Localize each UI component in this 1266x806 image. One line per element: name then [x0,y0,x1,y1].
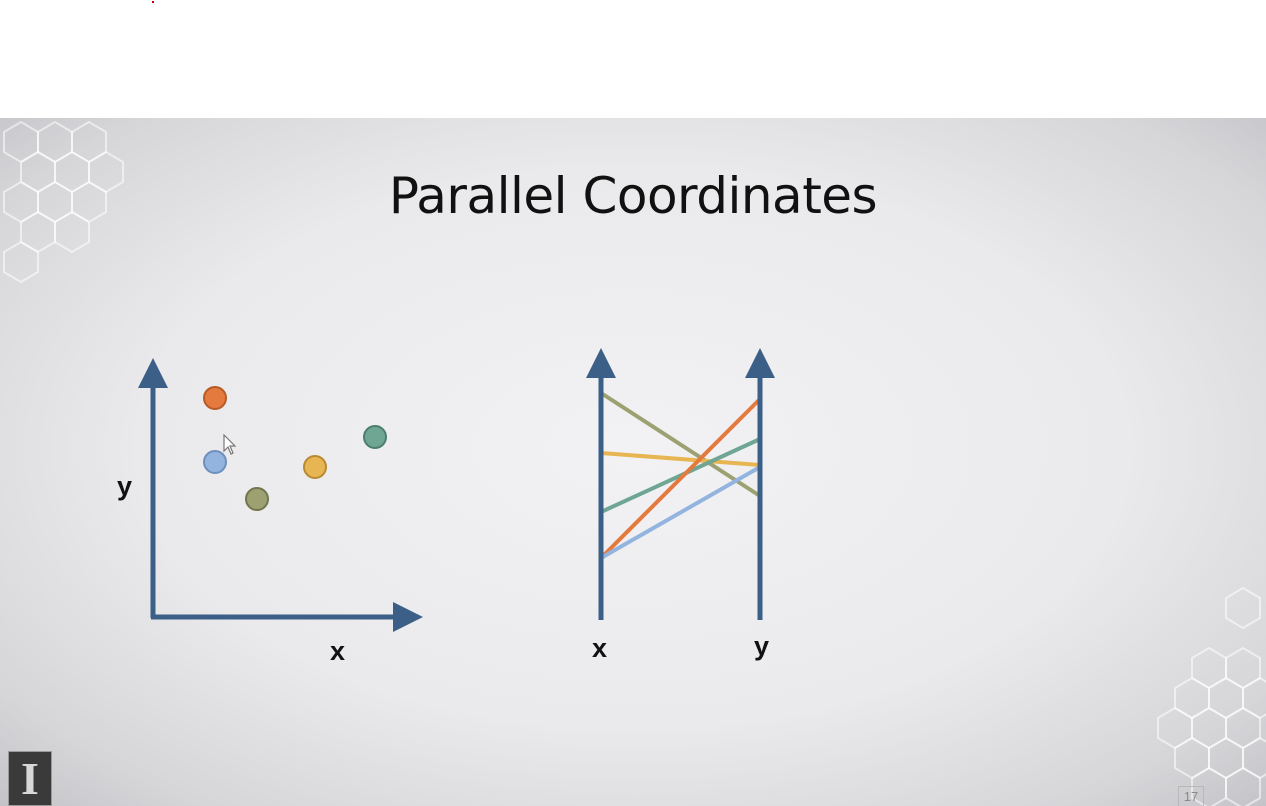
scatter-point-blue [203,450,227,474]
top-blank-area [0,0,1266,118]
university-logo: I [8,751,52,806]
slide-page-number: 17 [1178,786,1204,806]
slide-title: Parallel Coordinates [388,167,878,225]
scatter-x-axis-label: x [330,636,345,666]
parallel-line-teal [600,437,761,514]
scatter-y-axis-label: y [117,471,132,501]
scatter-plot: y x [117,358,423,666]
parallel-line-olive [599,391,762,498]
parallel-x-axis-label: x [592,633,607,663]
parallel-y-axis-label: y [754,631,769,661]
scatter-point-yellow [303,455,327,479]
hexagon-pattern-decoration [3,120,1266,806]
scatter-point-teal [363,425,387,449]
parallel-coordinates-plot: x y [586,348,775,663]
scatter-point-olive [245,487,269,511]
presentation-slide: Parallel Coordinates y x [0,118,1266,806]
diagram-canvas: y x x y [117,348,775,666]
mouse-cursor-icon [223,434,237,455]
scatter-point-orange [203,386,227,410]
red-mark [152,1,154,3]
parallel-line-yellow [600,451,761,467]
parallel-line-orange [599,397,762,560]
parallel-line-blue [600,465,761,560]
logo-letter: I [21,753,39,804]
